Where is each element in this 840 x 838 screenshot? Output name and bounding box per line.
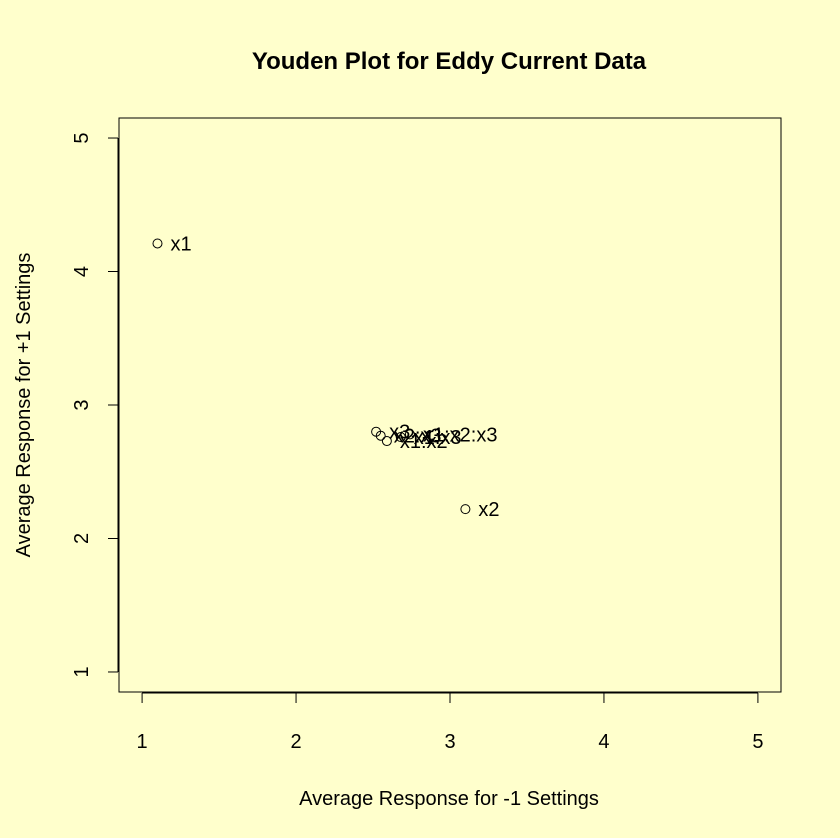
y-axis: 1 2 3 4 5	[71, 132, 119, 678]
data-point	[404, 429, 415, 440]
y-tick-label: 2	[71, 533, 93, 544]
x-axis: 1 2 3 4 5	[137, 692, 763, 753]
x-tick-label: 1	[137, 731, 148, 753]
data-point	[395, 432, 406, 443]
y-tick-label: 1	[71, 666, 93, 677]
x-axis-label: Average Response for -1 Settings	[299, 788, 599, 810]
y-axis-label: Average Response for +1 Settings	[13, 253, 35, 558]
point-label: x1	[170, 233, 191, 255]
plot-frame	[118, 117, 782, 693]
x-tick-label: 4	[598, 731, 609, 753]
x-tick-label: 5	[752, 731, 763, 753]
x-tick-label: 2	[290, 731, 301, 753]
data-point	[381, 436, 392, 447]
y-tick-label: 5	[71, 132, 93, 143]
point-label: x2	[478, 499, 499, 521]
data-point	[460, 504, 471, 515]
point-label: x1:x3	[414, 427, 462, 449]
point-label: x1:x2:x3	[423, 424, 497, 446]
x-tick-label: 3	[444, 731, 455, 753]
point-label: x1:x2	[400, 431, 448, 453]
y-tick-label: 3	[71, 399, 93, 410]
point-label: x2:x3	[394, 426, 442, 448]
data-point	[152, 238, 163, 249]
y-tick-label: 4	[71, 266, 93, 277]
chart-title: Youden Plot for Eddy Current Data	[252, 48, 647, 75]
data-point	[375, 430, 386, 441]
